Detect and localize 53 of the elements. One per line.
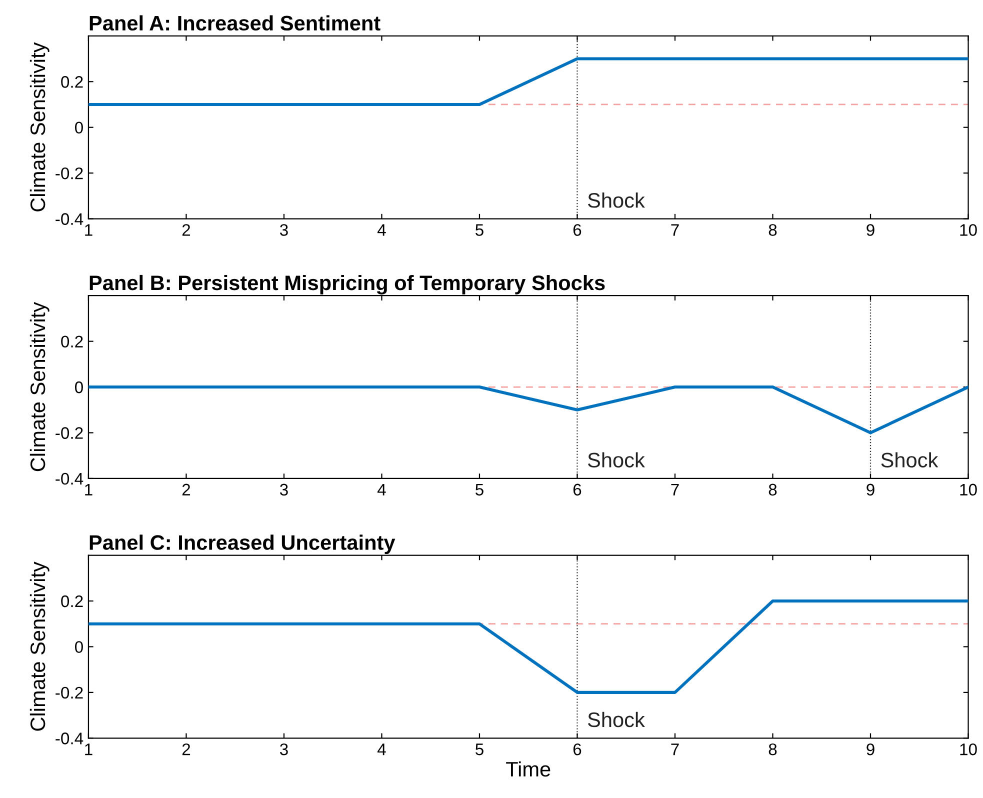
y-tick-label: -0.2 <box>56 167 83 180</box>
y-tick-label: 0 <box>74 641 83 653</box>
ref-line-label: Shock <box>588 452 645 468</box>
y-tick-label: -0.2 <box>56 686 83 699</box>
ref-line-label: Shock <box>588 192 645 208</box>
y-axis-title: Climate Sensitivity <box>30 562 50 731</box>
y-tick-label: 0.2 <box>61 76 83 88</box>
y-tick-label: 0.2 <box>61 595 83 608</box>
x-tick-label: 8 <box>768 224 777 236</box>
x-tick-label: 7 <box>671 484 679 496</box>
x-tick-label: 8 <box>768 484 777 496</box>
x-tick-label: 2 <box>182 743 190 756</box>
x-tick-label: 9 <box>866 484 874 496</box>
y-tick-label: -0.4 <box>56 213 84 225</box>
chart-title: Panel A: Increased Sentiment <box>90 15 380 31</box>
y-axis-title: Climate Sensitivity <box>30 42 50 212</box>
x-tick-label: 8 <box>768 743 777 756</box>
x-tick-label: 5 <box>476 484 484 496</box>
x-tick-label: 3 <box>280 484 288 496</box>
y-tick-label: 0 <box>74 381 83 394</box>
ref-line-label: Shock <box>881 452 938 468</box>
x-tick-label: 3 <box>280 743 288 756</box>
y-tick-label: 0 <box>74 122 83 134</box>
x-tick-label: 6 <box>573 743 582 756</box>
x-tick-label: 10 <box>960 484 977 496</box>
x-tick-label: 1 <box>85 224 92 236</box>
chart-title: Panel B: Persistent Mispricing of Temporary Shocks <box>90 274 605 294</box>
x-tick-label: 6 <box>573 224 582 236</box>
x-tick-label: 1 <box>85 484 92 496</box>
x-tick-label: 10 <box>960 224 977 236</box>
x-axis-title: Time <box>506 761 550 777</box>
x-tick-label: 5 <box>476 744 484 756</box>
y-tick-label: -0.4 <box>56 732 84 744</box>
y-tick-label: -0.2 <box>56 427 83 439</box>
x-tick-label: 9 <box>866 224 874 236</box>
x-tick-label: 4 <box>377 224 386 236</box>
x-tick-label: 1 <box>85 744 92 756</box>
x-tick-label: 5 <box>476 224 484 236</box>
x-tick-label: 3 <box>280 224 288 236</box>
chart-title: Panel C: Increased Uncertainty <box>90 534 396 554</box>
x-tick-label: 4 <box>377 484 386 496</box>
y-tick-label: -0.4 <box>56 472 84 485</box>
x-tick-label: 2 <box>182 224 190 236</box>
x-tick-label: 10 <box>960 743 977 756</box>
x-tick-label: 4 <box>377 744 386 756</box>
x-tick-label: 9 <box>866 743 874 756</box>
ref-line-label: Shock <box>588 712 645 728</box>
x-tick-label: 6 <box>573 484 582 496</box>
x-tick-label: 2 <box>182 484 190 496</box>
x-tick-label: 7 <box>671 224 679 236</box>
y-tick-label: 0.2 <box>61 336 83 348</box>
y-axis-title: Climate Sensitivity <box>30 302 50 472</box>
x-tick-label: 7 <box>671 744 679 756</box>
